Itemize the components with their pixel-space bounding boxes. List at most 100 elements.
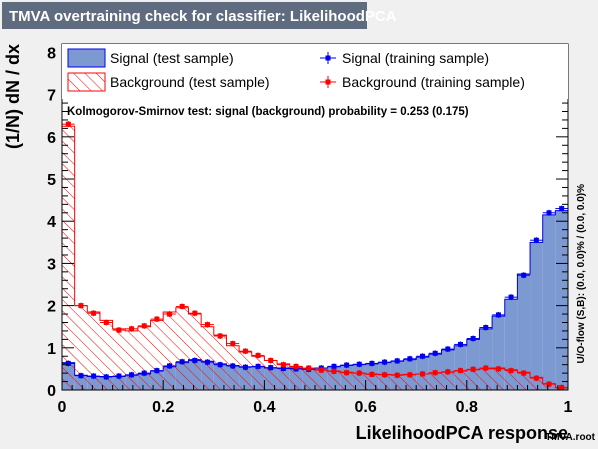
background-train-point: [125, 325, 138, 332]
background-train-point: [201, 321, 214, 328]
legend-signal-train-marker: [325, 55, 331, 61]
background-train-point: [340, 369, 353, 376]
signal-train-point: [264, 364, 278, 371]
signal-train-point: [403, 355, 417, 362]
chart-title: TMVA overtraining check for classifier: …: [9, 8, 397, 25]
background-train-point: [289, 363, 303, 370]
background-train-point: [264, 357, 278, 364]
background-train-point: [454, 367, 467, 374]
background-test-bin: [289, 366, 303, 390]
background-test-bin: [87, 311, 100, 390]
signal-test-bin: [517, 273, 531, 390]
signal-train-point: [201, 359, 214, 366]
background-train-point: [239, 348, 252, 355]
background-test-bin: [340, 372, 353, 390]
background-train-point: [530, 375, 543, 382]
y-tick-label: 3: [47, 256, 56, 273]
background-train-point: [441, 368, 455, 375]
background-train-point: [390, 372, 404, 379]
footer-filename: TMVA.root: [545, 432, 595, 443]
legend-signal-train-label: Signal (training sample): [342, 50, 489, 66]
background-test-bin: [492, 368, 505, 390]
background-train-point: [378, 371, 391, 378]
legend-background-test: Background (test sample): [67, 72, 270, 92]
background-test-bin: [416, 373, 429, 390]
background-train-point: [137, 322, 151, 329]
background-test-bin: [251, 356, 265, 390]
background-test-bin: [112, 328, 126, 390]
x-tick-label: 1: [564, 399, 573, 416]
underflow-overflow-label: U/O-flow (S,B): (0.0, 0.0)% / (0.0, 0.0)…: [576, 184, 587, 364]
signal-train-point: [542, 209, 556, 216]
signal-train-point: [74, 372, 88, 379]
background-test-bin: [365, 373, 379, 390]
legend-signal-train: Signal (training sample): [320, 50, 489, 66]
background-train-point: [150, 316, 164, 323]
background-train-point: [163, 311, 176, 318]
background-train-point: [87, 310, 100, 317]
background-train-point: [251, 352, 265, 359]
signal-train-point: [150, 367, 164, 374]
signal-train-point: [213, 361, 227, 368]
background-train-point: [99, 319, 113, 326]
background-train-point: [277, 361, 290, 368]
background-test-bin: [137, 326, 151, 390]
background-train-point: [504, 367, 518, 374]
signal-train-point: [454, 341, 467, 348]
signal-train-point: [416, 353, 429, 360]
y-tick-label: 7: [47, 88, 56, 105]
signal-train-point: [504, 294, 518, 301]
y-tick-label: 6: [47, 130, 56, 147]
signal-train-point: [530, 237, 543, 244]
legend-box: [62, 44, 568, 99]
background-test-bin: [125, 330, 138, 390]
background-train-point: [327, 368, 341, 375]
background-train-point: [479, 365, 493, 372]
background-test-bin: [327, 371, 341, 390]
background-test-bin: [517, 372, 531, 390]
legend-background-test-swatch: [67, 72, 106, 92]
background-test-bin: [378, 374, 391, 390]
signal-train-point: [112, 373, 126, 380]
x-tick-label: 0.8: [456, 399, 478, 416]
background-train-point: [416, 370, 429, 377]
y-tick-label: 2: [47, 299, 56, 316]
background-train-point: [74, 302, 88, 309]
signal-train-point: [251, 363, 265, 370]
background-test-bin: [62, 126, 75, 390]
signal-test-bin: [555, 210, 568, 390]
background-test-bin: [201, 326, 214, 390]
legend-signal-test: Signal (test sample): [67, 48, 234, 68]
background-test-bin: [504, 369, 518, 390]
signal-train-point: [62, 360, 75, 367]
background-test-bin: [188, 314, 202, 390]
x-tick-label: 0: [58, 399, 67, 416]
background-test-bin: [352, 373, 366, 390]
background-test-bin: [390, 374, 404, 390]
signal-train-point: [441, 346, 455, 353]
background-train-point: [213, 332, 227, 339]
legend-background-train-marker: [325, 79, 331, 85]
background-test-bin: [315, 369, 328, 390]
background-test-bin: [175, 307, 189, 390]
x-tick-label: 0.2: [152, 399, 174, 416]
background-train-point: [302, 365, 315, 372]
legend-signal-test-swatch: [67, 48, 106, 68]
signal-train-point: [125, 371, 138, 378]
signal-train-point: [517, 272, 531, 279]
x-tick-label: 0.6: [354, 399, 376, 416]
ks-test-label: Kolmogorov-Smirnov test: signal (backgro…: [67, 106, 469, 118]
background-train-point: [542, 381, 556, 388]
background-test-bin: [239, 352, 252, 390]
signal-train-point: [327, 363, 341, 370]
background-test-bin: [466, 369, 480, 390]
background-train-point: [175, 303, 189, 310]
legend-background-test-label: Background (test sample): [110, 74, 270, 90]
signal-train-point: [239, 364, 252, 371]
legend-background-train-label: Background (training sample): [342, 74, 525, 90]
signal-train-point: [365, 360, 379, 367]
signal-train-point: [492, 311, 505, 318]
background-test-bin: [150, 320, 164, 390]
